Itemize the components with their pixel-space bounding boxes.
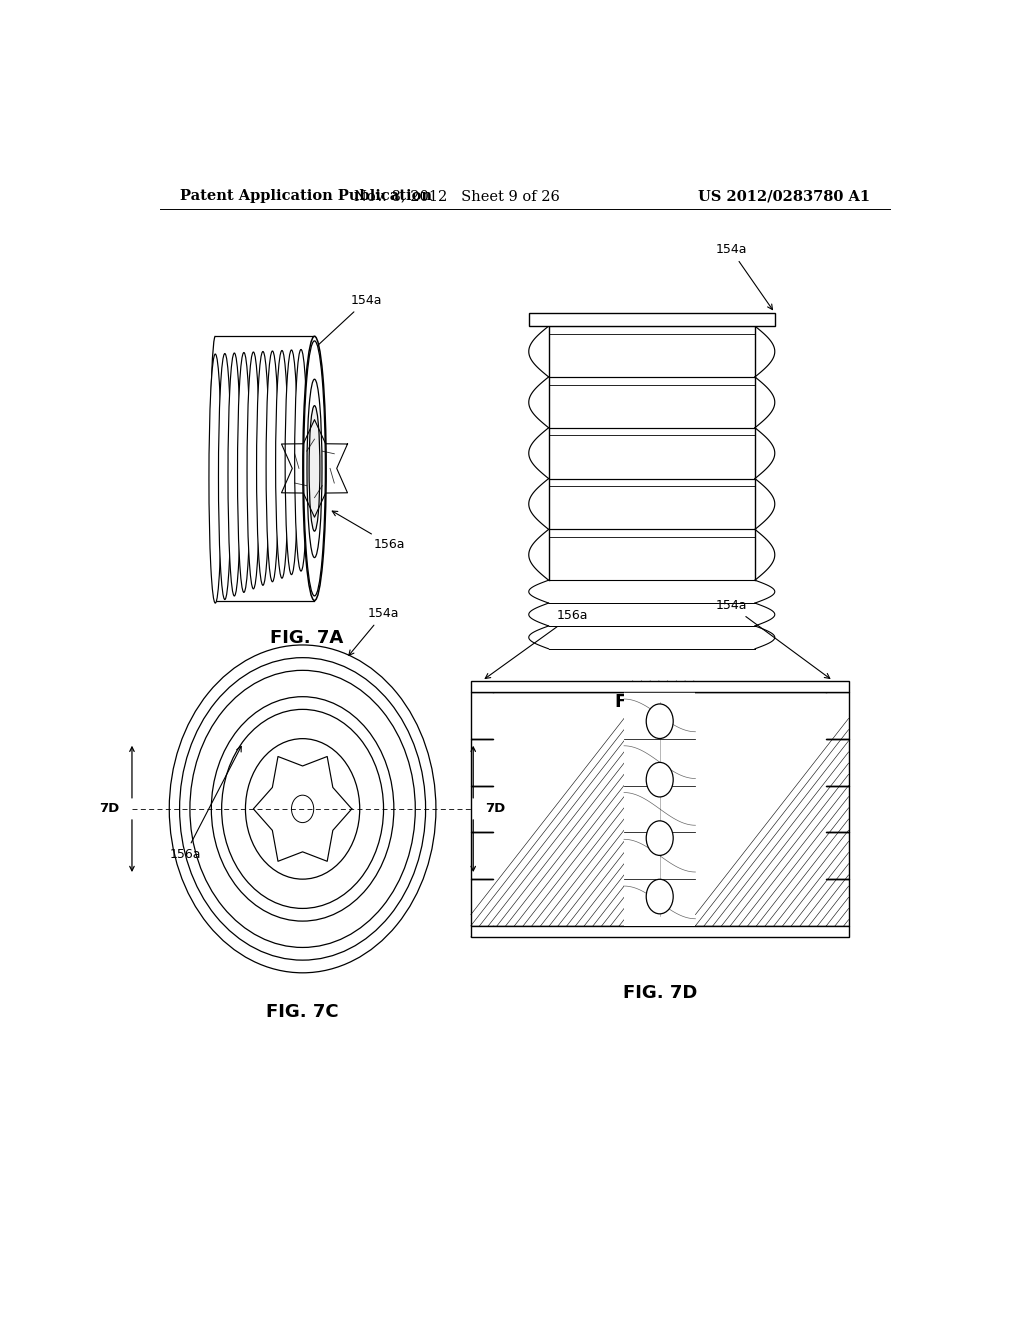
Ellipse shape — [646, 821, 673, 855]
Text: FIG. 7A: FIG. 7A — [270, 630, 343, 647]
Text: Nov. 8, 2012   Sheet 9 of 26: Nov. 8, 2012 Sheet 9 of 26 — [354, 189, 560, 203]
Text: 154a: 154a — [313, 294, 382, 350]
Ellipse shape — [257, 351, 269, 585]
Text: 7D: 7D — [99, 803, 120, 816]
Text: FIG. 7B: FIG. 7B — [615, 693, 688, 711]
Text: 156a: 156a — [485, 610, 588, 678]
FancyBboxPatch shape — [528, 313, 775, 326]
Text: 154a: 154a — [349, 607, 399, 655]
Ellipse shape — [285, 350, 298, 574]
Bar — [624, 692, 695, 925]
Ellipse shape — [295, 350, 307, 572]
Ellipse shape — [266, 351, 279, 582]
Text: US 2012/0283780 A1: US 2012/0283780 A1 — [698, 189, 870, 203]
Ellipse shape — [238, 352, 250, 593]
Ellipse shape — [247, 352, 260, 589]
Ellipse shape — [209, 354, 221, 603]
Text: 154a: 154a — [715, 243, 772, 310]
Ellipse shape — [228, 352, 241, 595]
Ellipse shape — [309, 405, 319, 531]
Text: Patent Application Publication: Patent Application Publication — [179, 189, 431, 203]
Text: 7D: 7D — [485, 803, 506, 816]
Bar — [494, 692, 826, 925]
Ellipse shape — [646, 879, 673, 913]
Text: FIG. 7D: FIG. 7D — [623, 983, 697, 1002]
Ellipse shape — [218, 354, 231, 599]
Ellipse shape — [303, 337, 327, 601]
Text: FIG. 7C: FIG. 7C — [266, 1003, 339, 1022]
Ellipse shape — [646, 704, 673, 738]
Ellipse shape — [646, 763, 673, 797]
Bar — [471, 681, 849, 692]
Bar — [471, 925, 849, 937]
Text: 154a: 154a — [715, 599, 829, 678]
Ellipse shape — [275, 351, 289, 578]
Text: 156a: 156a — [332, 511, 406, 552]
Text: 156a: 156a — [169, 746, 242, 861]
